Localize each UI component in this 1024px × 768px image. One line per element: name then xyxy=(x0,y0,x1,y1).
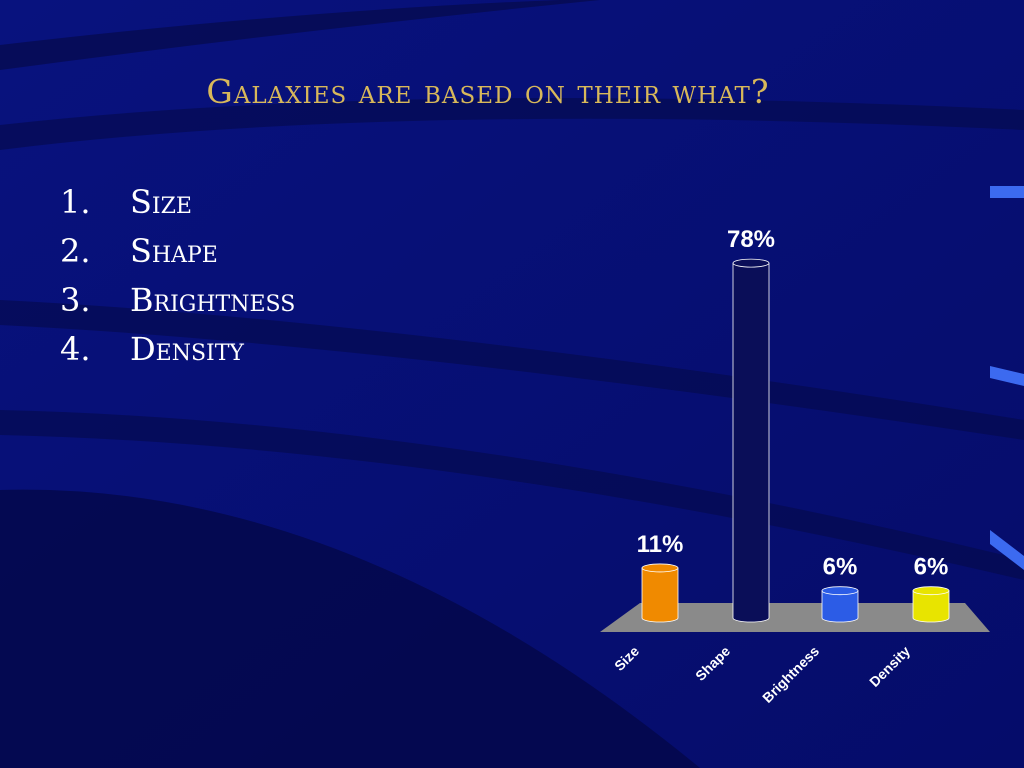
bar-cap xyxy=(912,586,950,596)
option: 2. Shape xyxy=(60,232,295,281)
bar-cap xyxy=(641,563,679,573)
x-tick-label: Brightness xyxy=(759,643,822,706)
data-label: 11% xyxy=(637,531,684,558)
option: 1. Size xyxy=(60,183,295,232)
data-label: 6% xyxy=(914,554,949,581)
option-number: 4. xyxy=(60,330,91,368)
x-tick-label: Shape xyxy=(692,643,733,684)
option-text: Shape xyxy=(130,232,218,270)
x-tick-label: Size xyxy=(611,643,642,674)
bar xyxy=(641,567,679,623)
option: 3. Brightness xyxy=(60,281,295,330)
option: 4. Density xyxy=(60,330,295,379)
data-label: 6% xyxy=(823,554,858,581)
option-number: 1. xyxy=(60,183,91,221)
option-list: 1. Size 2. Shape 3. Brightness 4. Density xyxy=(60,183,295,379)
option-text: Density xyxy=(130,330,244,368)
bar-cap xyxy=(821,586,859,596)
x-tick-label: Density xyxy=(866,643,913,690)
slide-title: Galaxies are based on their what? xyxy=(206,72,770,111)
option-text: Brightness xyxy=(130,281,296,319)
chart-floor xyxy=(600,603,990,632)
bar-cap xyxy=(732,258,770,268)
bar xyxy=(821,590,859,623)
data-label: 78% xyxy=(727,226,775,253)
bar xyxy=(732,262,770,623)
option-number: 2. xyxy=(60,232,91,270)
option-number: 3. xyxy=(60,281,91,319)
bar xyxy=(912,590,950,623)
option-text: Size xyxy=(130,183,192,221)
